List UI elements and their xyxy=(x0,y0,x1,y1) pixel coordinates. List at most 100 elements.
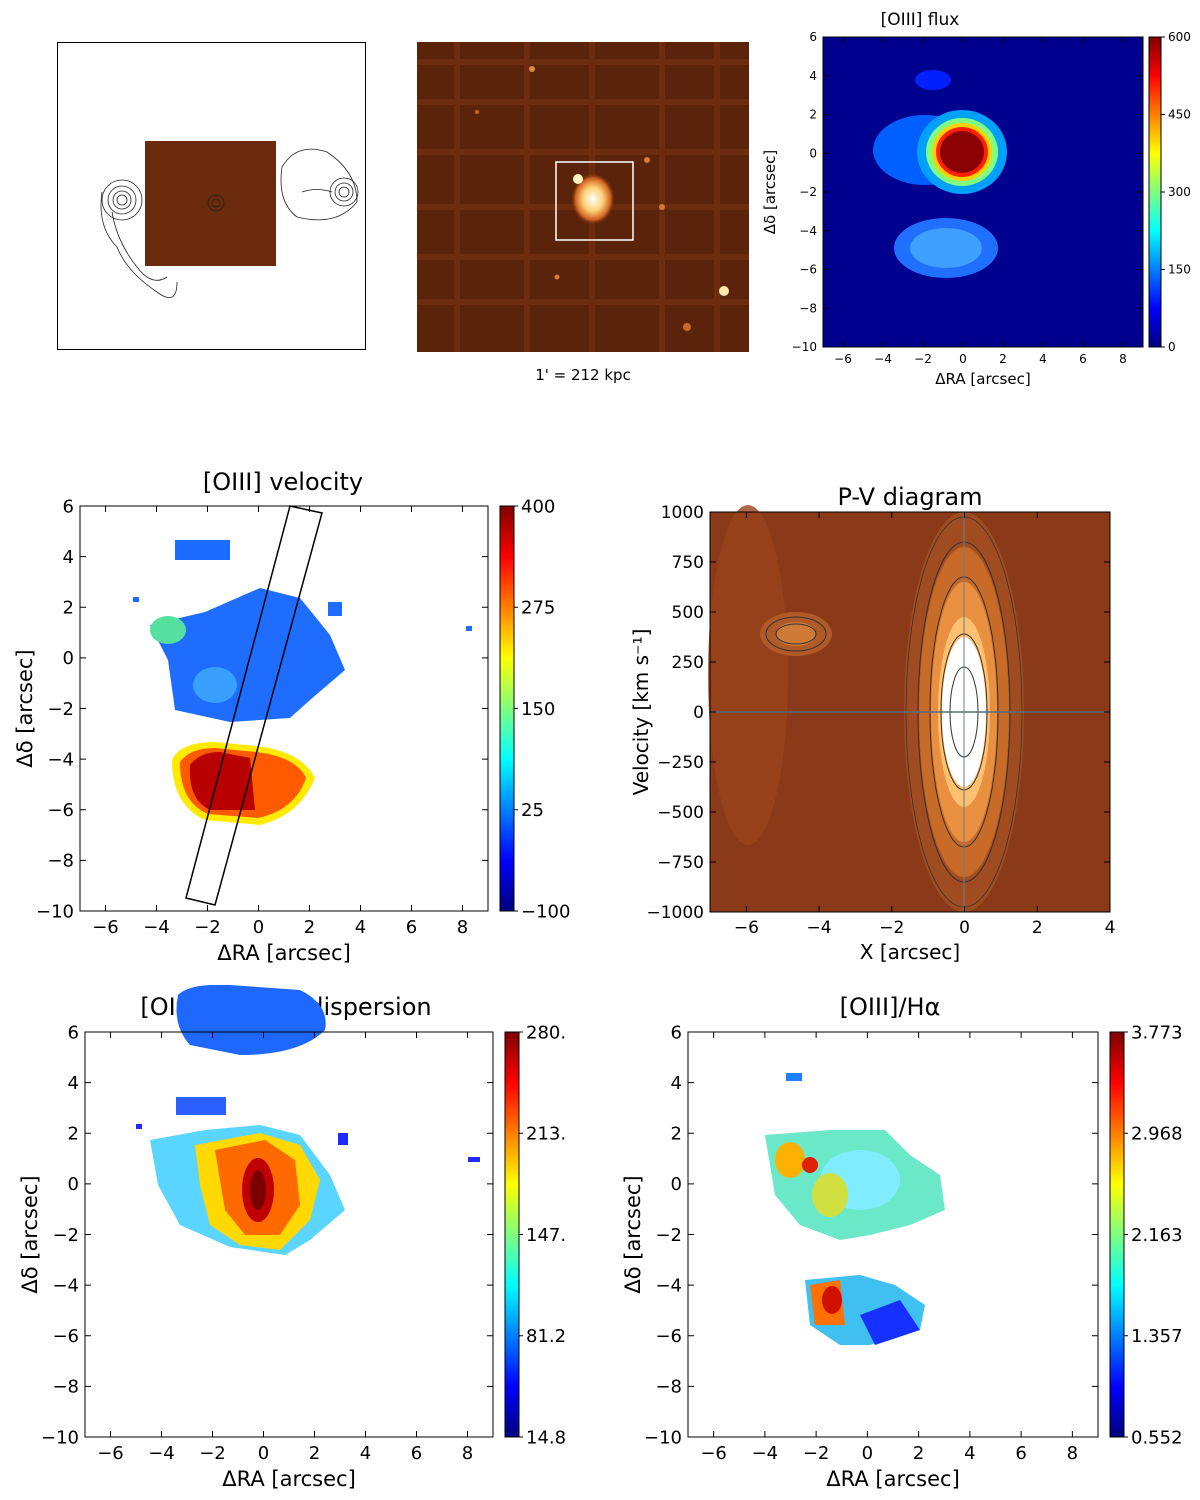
y-tick-label: −4 xyxy=(655,1275,682,1296)
x-tick-label: 4 xyxy=(355,917,366,938)
y-tick-label: 2 xyxy=(671,1124,682,1145)
y-tick-label: −2 xyxy=(52,1225,79,1246)
y-tick-label: −2 xyxy=(655,1225,682,1246)
x-tick-label: 4 xyxy=(360,1443,371,1464)
colorbar-tick-label: 2.968 xyxy=(1131,1124,1183,1145)
x-tick-label: −4 xyxy=(874,352,892,366)
x-axis-label: X [arcsec] xyxy=(860,940,960,964)
colorbar-tick-label: 213. xyxy=(526,1124,566,1145)
scale-caption: 1' = 212 kpc xyxy=(535,366,631,384)
colorbar-tick-label: 1.357 xyxy=(1131,1326,1183,1347)
x-tick-label: 8 xyxy=(1119,352,1127,366)
zoom-box xyxy=(555,161,634,241)
host-galaxy xyxy=(571,173,615,225)
y-tick-label: −4 xyxy=(52,1275,79,1296)
dispersion-map xyxy=(136,985,480,1255)
y-tick-label: 2 xyxy=(63,598,74,619)
x-tick-label: 0 xyxy=(959,352,967,366)
y-axis-label: Δδ [arcsec] xyxy=(18,1175,42,1293)
y-tick-label: 6 xyxy=(68,1022,79,1043)
x-tick-label: 6 xyxy=(406,917,417,938)
colorbar-tick-label: 275 xyxy=(521,598,555,619)
y-tick-label: 4 xyxy=(671,1073,682,1094)
x-axis-label: ΔRA [arcsec] xyxy=(217,941,351,965)
x-axis-label: ΔRA [arcsec] xyxy=(826,1467,960,1491)
x-tick-label: 0 xyxy=(959,918,970,938)
x-tick-label: −2 xyxy=(194,917,221,938)
y-tick-label: −6 xyxy=(52,1326,79,1347)
x-tick-label: 0 xyxy=(253,917,264,938)
y-tick-label: −8 xyxy=(47,851,74,872)
y-tick-label: 250 xyxy=(672,653,704,673)
x-tick-label: 8 xyxy=(1067,1443,1078,1464)
x-tick-label: 2 xyxy=(1032,918,1043,938)
radio-overlay-panel xyxy=(57,42,366,350)
x-tick-label: 6 xyxy=(411,1443,422,1464)
y-tick-label: −250 xyxy=(657,753,704,773)
radio-overlay-optical-inset xyxy=(145,141,276,266)
y-tick-label: −6 xyxy=(799,263,817,277)
y-tick-label: −10 xyxy=(792,340,817,354)
y-tick-label: −10 xyxy=(41,1427,79,1448)
x-tick-label: −2 xyxy=(914,352,932,366)
x-tick-label: −6 xyxy=(92,917,119,938)
colorbar-tick-label: −100 xyxy=(521,901,570,922)
y-tick-label: 4 xyxy=(809,69,817,83)
axes: −6 −4 −2 0 2 4 6 8 −10 −8 −6 −4 −2 0 2 4 6 ΔRA [arcsec] Δδ… xyxy=(621,1022,1099,1491)
y-tick-label: −500 xyxy=(657,803,704,823)
x-tick-label: −2 xyxy=(879,918,904,938)
y-tick-label: 6 xyxy=(671,1022,682,1043)
x-tick-label: 4 xyxy=(1105,918,1116,938)
y-tick-label: 2 xyxy=(68,1124,79,1145)
x-tick-label: 2 xyxy=(913,1443,924,1464)
y-tick-label: 0 xyxy=(671,1174,682,1195)
y-tick-label: 6 xyxy=(809,30,817,44)
y-axis-label: Δδ [arcsec] xyxy=(761,150,779,234)
y-axis-label: Velocity [km s⁻¹] xyxy=(629,629,653,796)
colorbar: 14.8 81.2 147. 213. 280. xyxy=(504,1022,566,1448)
colorbar-tick-label: 25 xyxy=(521,800,544,821)
y-tick-label: −4 xyxy=(47,749,74,770)
radio-contours xyxy=(100,148,359,299)
x-tick-label: −2 xyxy=(199,1443,226,1464)
y-tick-label: −10 xyxy=(644,1427,682,1448)
flux-emission xyxy=(873,70,1007,278)
x-tick-label: −4 xyxy=(807,918,832,938)
colorbar-tick-label: 3.773 xyxy=(1131,1022,1183,1043)
x-tick-label: −6 xyxy=(734,918,759,938)
y-tick-label: −10 xyxy=(36,901,74,922)
plot-area xyxy=(823,37,1143,347)
colorbar: 0 150 300 450 600 xyxy=(1148,30,1191,354)
y-tick-label: 2 xyxy=(809,108,817,122)
y-tick-label: −1000 xyxy=(646,903,704,923)
oiii-halpha-chart: [OIII]/Hα −6 −4 −2 0 2 4 6 8 −10 −8 −6 −4 −2 0 2 4 6 ΔRA … xyxy=(621,993,1183,1491)
colorbar-scale xyxy=(1109,1031,1125,1438)
colorbar: 0.552 1.357 2.163 2.968 3.773 xyxy=(1109,1022,1183,1448)
colorbar-tick-label: 280. xyxy=(526,1022,566,1043)
colorbar-scale xyxy=(499,505,515,912)
x-axis-label: ΔRA [arcsec] xyxy=(222,1467,356,1491)
y-axis-label: Δδ [arcsec] xyxy=(13,649,37,767)
colorbar-tick-label: 300 xyxy=(1168,185,1191,199)
axes: −6 −4 −2 0 2 4 6 8 −10 −8 −6 −4 −2 0 2 4 6 ΔRA [arcsec] Δδ… xyxy=(761,30,1144,388)
y-tick-label: −8 xyxy=(655,1377,682,1398)
x-tick-label: 8 xyxy=(457,917,468,938)
axes: −6 −4 −2 0 2 4 −1000 −750 −500 −250 0 250 500 750 1000… xyxy=(629,503,1115,964)
y-tick-label: 0 xyxy=(63,648,74,669)
x-tick-label: −4 xyxy=(143,917,170,938)
pv-diagram-chart: P-V diagram −6 −4 −2 0 2 4 −1000 −750 −500 −250 0 2… xyxy=(629,483,1115,964)
x-tick-label: 4 xyxy=(964,1443,975,1464)
y-tick-label: 0 xyxy=(693,703,704,723)
chart-title: [OIII]/Hα xyxy=(840,993,941,1021)
y-tick-label: −750 xyxy=(657,853,704,873)
y-tick-label: 0 xyxy=(809,146,817,160)
plot-area xyxy=(688,1032,1098,1437)
optical-image-stripes xyxy=(417,42,749,352)
colorbar-tick-label: 14.8 xyxy=(526,1427,566,1448)
chart-title: [OIII] velocity xyxy=(203,468,363,496)
chart-title: P-V diagram xyxy=(837,483,982,511)
oiii-velocity-chart: [OIII] velocity −6 −4 −2 0 2 4 6 8 −10 −8 −6 −4 −2 0 2… xyxy=(13,468,570,965)
y-tick-label: −8 xyxy=(799,301,817,315)
y-tick-label: 4 xyxy=(63,547,74,568)
x-tick-label: −4 xyxy=(148,1443,175,1464)
